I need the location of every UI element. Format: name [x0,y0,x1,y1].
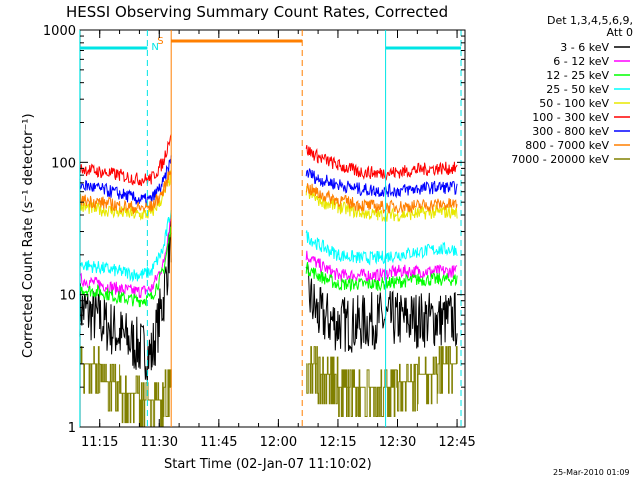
x-tick-label: 12:15 [319,435,356,450]
x-axis-label: Start Time (02-Jan-07 11:10:02) [164,457,372,472]
saa-label: S [157,36,163,47]
legend-label: 12 - 25 keV [546,69,609,82]
series-line-4-part-2 [305,230,458,266]
night-label: N [151,42,158,53]
series-line-9-part-2 [306,346,458,417]
x-tick-label: 11:45 [200,435,237,450]
series-line-8-part-2 [305,183,458,214]
chart-title: HESSI Observing Summary Count Rates, Cor… [66,3,448,21]
datestamp: 25-Mar-2010 01:09 [553,468,630,477]
y-tick-label: 10 [59,289,76,304]
legend-label: 100 - 300 keV [532,111,609,124]
series-line-9-part-1 [79,346,172,428]
legend-title: Det 1,3,4,5,6,9, [547,14,633,27]
legend-label: 800 - 7000 keV [525,139,609,152]
legend-label: 25 - 50 keV [546,83,609,96]
y-axis-label: Corrected Count Rate (s⁻¹ detector⁻¹) [21,113,36,358]
x-tick-label: 11:30 [141,435,178,450]
series-line-7-part-2 [305,168,458,199]
series-line-5-part-2 [305,185,458,222]
series-line-6-part-1 [79,134,172,187]
legend-title: Att 0 [607,26,633,39]
legend-label: 7000 - 20000 keV [511,153,609,166]
x-tick-label: 12:00 [260,435,297,450]
series-line-7-part-1 [79,155,172,207]
x-tick-label: 12:45 [438,435,475,450]
series-line-6-part-2 [305,145,458,181]
legend-label: 3 - 6 keV [560,41,609,54]
plot-area [79,134,458,428]
series-line-1-part-2 [305,263,458,353]
series-line-8-part-1 [79,170,172,215]
y-tick-label: 1 [68,421,76,436]
legend-label: 300 - 800 keV [532,125,609,138]
axes: 11:15 11:30 11:45 12:00 12:15 12:30 12:45 1 10 10… [43,24,476,450]
y-tick-label: 100 [51,156,76,171]
x-tick-label: 12:30 [379,435,416,450]
y-tick-label: 1000 [43,24,76,39]
annotations: NS [79,30,462,427]
series-line-4-part-1 [79,210,172,283]
legend-label: 50 - 100 keV [539,97,609,110]
series-line-3-part-1 [79,226,172,308]
legend-label: 6 - 12 keV [553,55,609,68]
x-tick-label: 11:15 [81,435,118,450]
series-line-3-part-2 [305,262,458,293]
series-line-2-part-1 [79,215,172,299]
